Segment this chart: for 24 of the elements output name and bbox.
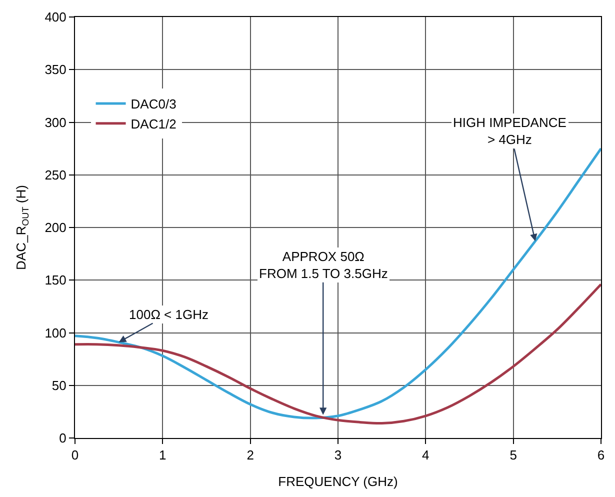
y-tick-label: 50	[52, 378, 66, 393]
line-series	[75, 147, 601, 420]
x-axis-title: FREQUENCY (GHz)	[278, 474, 398, 490]
y-tick-label: 350	[44, 62, 66, 78]
x-tick-label: 1	[159, 448, 166, 463]
annotation: 100Ω < 1GHz	[129, 307, 208, 322]
x-tick-label: 2	[246, 448, 254, 463]
y-tick-label: 300	[44, 114, 66, 130]
legend-label: DAC1/2	[130, 116, 176, 132]
y-tick-label: 250	[44, 167, 66, 182]
legend-label: DAC0/3	[130, 96, 176, 112]
y-tick-label: 150	[44, 272, 66, 288]
y-tick-label: 200	[44, 220, 66, 236]
y-tick-label: 100	[44, 325, 66, 340]
x-tick-label: 0	[71, 448, 79, 463]
annotation: HIGH IMPEDANCE > 4GHz	[453, 115, 567, 147]
annotation: APPROX 50Ω FROM 1.5 TO 3.5GHz	[259, 249, 388, 281]
y-tick-label: 0	[59, 430, 66, 446]
x-tick-label: 3	[334, 448, 342, 463]
y-tick-label: 400	[44, 10, 66, 25]
x-tick-label: 5	[510, 448, 517, 463]
line-series	[75, 283, 601, 425]
x-tick-label: 6	[597, 448, 605, 463]
x-tick-label: 4	[422, 448, 430, 463]
